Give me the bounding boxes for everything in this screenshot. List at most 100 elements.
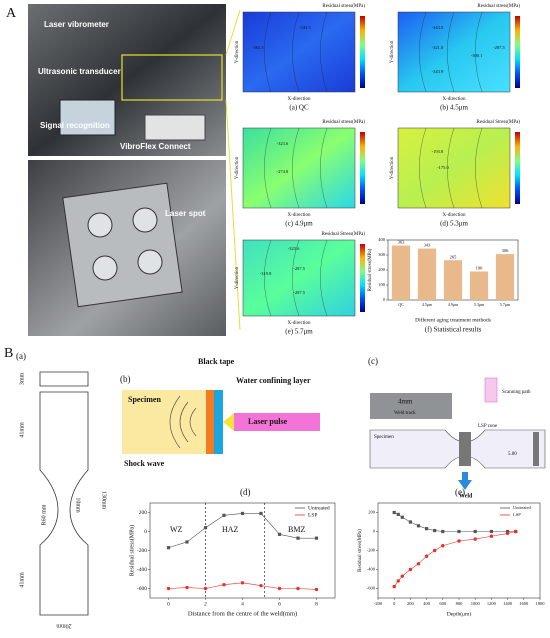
marker (433, 548, 437, 553)
legend-label: LSP (308, 512, 317, 518)
connector (225, 9, 241, 56)
contour-label: -287.5 (293, 290, 305, 295)
value-label: 190 (476, 266, 484, 271)
y-axis-title: Y-direction (390, 156, 395, 179)
weld-photo (370, 393, 452, 419)
contour-line (320, 239, 328, 317)
photo-label: Laser vibrometer (44, 20, 109, 29)
black-tape (206, 390, 214, 454)
x-tick-label: 0 (167, 601, 170, 607)
contour-label: -343.5 (299, 25, 311, 30)
x-tick-label: 1800 (536, 601, 546, 606)
marker (396, 579, 400, 583)
contour-label: -175.0 (437, 165, 449, 170)
dimension: 130mm (101, 491, 107, 510)
text: Weld track (394, 411, 416, 416)
spot (137, 249, 163, 275)
contour-map (242, 11, 356, 93)
marker (416, 562, 421, 566)
legend-label: Untreated (308, 505, 330, 511)
photo-label: Laser spot (165, 209, 206, 218)
value-label: 343 (424, 243, 432, 248)
marker (425, 527, 429, 531)
contour-label: -323.6 (288, 246, 300, 251)
contour-line (264, 11, 272, 93)
map-title: Residual stress(MPa) (322, 120, 365, 125)
bar (469, 271, 489, 300)
marker (296, 586, 300, 591)
specimen-outline (39, 371, 89, 616)
marker (185, 540, 189, 544)
series-line (394, 512, 516, 532)
marker (473, 537, 477, 541)
x-tick-label: QC (398, 302, 404, 307)
map-title: Residual stress(MPa) (477, 4, 520, 9)
x-tick-label: 6 (278, 601, 281, 607)
marker (166, 586, 171, 591)
contour-label: -300.1 (471, 53, 483, 58)
y-tick-label: 300 (378, 252, 386, 257)
marker (392, 510, 396, 515)
x-tick-label: 1600 (519, 601, 529, 606)
panel-label: A (6, 6, 17, 21)
y-tick-label: 0 (383, 297, 386, 302)
x-axis-title: Distance from the centre of the weld(mm) (188, 610, 297, 617)
dimension: 41mm (19, 422, 25, 438)
marker (296, 536, 300, 540)
y-axis-title: Residual stress(MPa) (128, 525, 135, 576)
bar (417, 248, 437, 300)
marker (259, 583, 263, 588)
marker (514, 529, 518, 534)
marker (203, 526, 208, 530)
marker (505, 531, 510, 536)
marker (277, 532, 282, 536)
colorbar (360, 16, 365, 88)
marker (441, 529, 445, 534)
x-tick-label: 5.7μm (500, 302, 511, 307)
zone-label: HAZ (222, 525, 239, 534)
shock-wave (169, 395, 197, 449)
text: Specimen (128, 395, 161, 404)
bar (495, 254, 515, 300)
dimension: 41mm (19, 572, 25, 588)
caption: (d) 5.3μm (440, 220, 468, 228)
x-axis-title: Depth(μm) (447, 610, 471, 617)
marker (277, 586, 282, 591)
y-tick-label: 100 (378, 282, 386, 287)
marker (203, 586, 208, 591)
contour-map (397, 127, 511, 209)
arrow (458, 472, 472, 490)
contour-label: -323.6 (277, 141, 289, 146)
contour-label: -287.5 (493, 45, 505, 50)
x-axis-title: X-direction (287, 321, 311, 326)
marker (408, 520, 412, 524)
marker (506, 529, 510, 534)
contour-label: -193.8 (432, 149, 444, 154)
marker (457, 539, 461, 543)
connector (225, 99, 241, 331)
y-tick-label: 0 (373, 529, 376, 534)
x-tick-label: 8 (315, 601, 318, 607)
y-axis-title: Y-direction (235, 266, 240, 289)
contour-line (264, 239, 272, 317)
text: Laser pulse (248, 417, 288, 426)
panel-label: B (4, 346, 13, 361)
marker (240, 511, 245, 516)
bar (443, 260, 463, 300)
text: Weld (459, 493, 473, 499)
marker (400, 574, 404, 578)
series-line (393, 531, 516, 587)
x-axis-title: X-direction (287, 213, 311, 218)
contour-label: -274.8 (277, 169, 289, 174)
caption: (c) 4.9μm (285, 220, 313, 228)
water-layer (214, 390, 223, 454)
subpanel-label: (d) (240, 487, 251, 497)
bar (391, 245, 411, 300)
subpanel-label: (b) (120, 374, 131, 384)
marker (489, 534, 494, 538)
subpanel-label: (e) (455, 487, 465, 497)
marker (416, 524, 421, 528)
specimen-diagram (369, 429, 546, 469)
y-tick-label: -200 (137, 548, 147, 554)
contour-label: -321.0 (432, 45, 444, 50)
